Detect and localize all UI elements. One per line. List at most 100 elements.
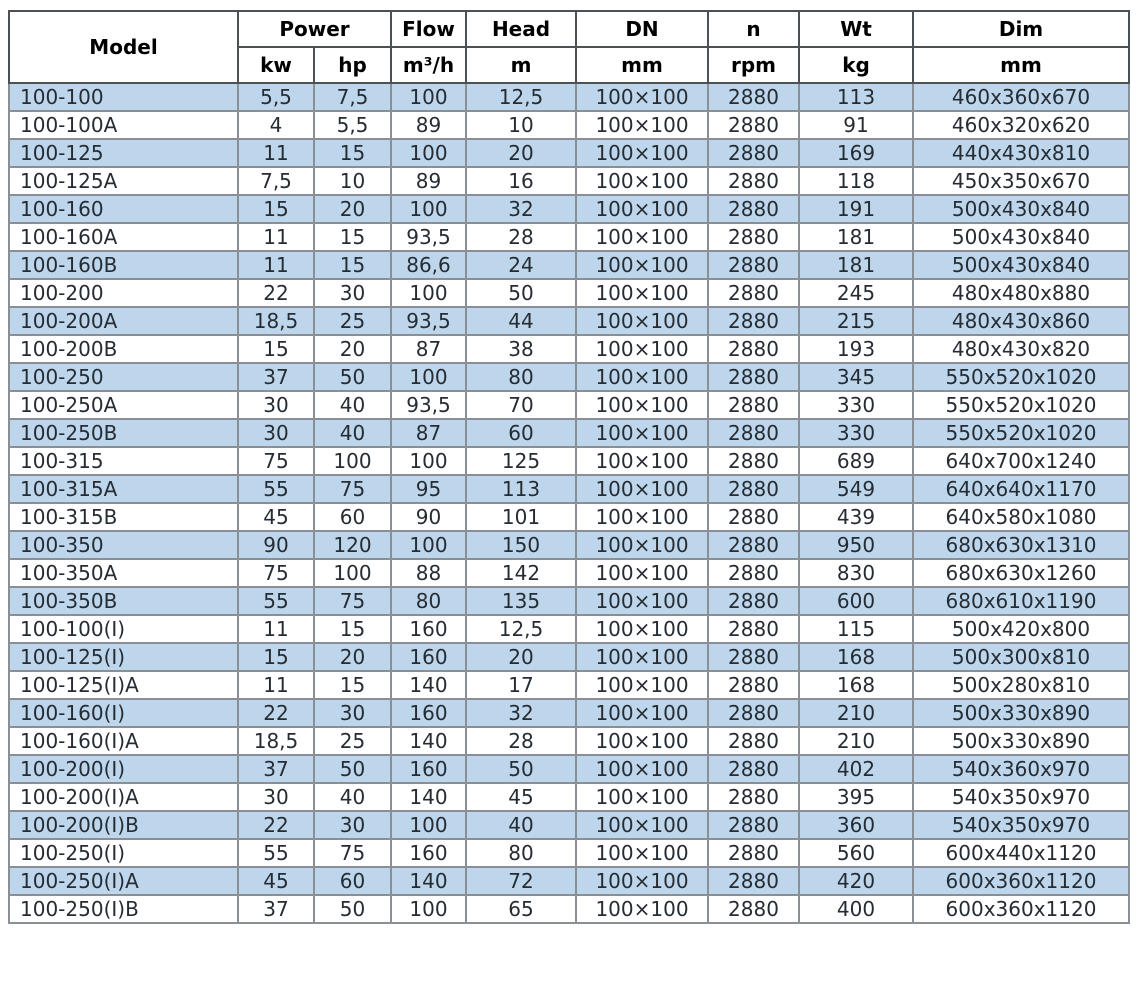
- cell-power-hp: 15: [313, 670, 392, 700]
- cell-dim: 550x520x1020: [912, 390, 1130, 420]
- cell-power-kw: 90: [237, 530, 315, 560]
- cell-flow: 100: [390, 362, 467, 392]
- cell-dn: 100×100: [575, 474, 709, 504]
- cell-dn: 100×100: [575, 810, 709, 840]
- cell-power-kw: 75: [237, 446, 315, 476]
- cell-dim: 680x630x1310: [912, 530, 1130, 560]
- cell-model: 100-350B: [8, 586, 239, 616]
- cell-wt: 360: [798, 810, 914, 840]
- cell-n: 2880: [707, 194, 800, 224]
- table-body: 100-100 5,5 7,5 100 12,5 100×100 2880 113 460x36…: [8, 82, 1130, 924]
- cell-n: 2880: [707, 474, 800, 504]
- cell-model: 100-250(I)B: [8, 894, 239, 924]
- cell-power-hp: 25: [313, 726, 392, 756]
- cell-wt: 395: [798, 782, 914, 812]
- cell-flow: 95: [390, 474, 467, 504]
- cell-dim: 450x350x670: [912, 166, 1130, 196]
- cell-power-kw: 22: [237, 698, 315, 728]
- cell-head: 44: [465, 306, 577, 336]
- cell-power-kw: 18,5: [237, 306, 315, 336]
- cell-n: 2880: [707, 390, 800, 420]
- header-row-groups: Model Power Flow Head DN n Wt Dim: [8, 10, 1130, 84]
- cell-power-hp: 100: [313, 558, 392, 588]
- cell-power-hp: 75: [313, 474, 392, 504]
- cell-dim: 550x520x1020: [912, 418, 1130, 448]
- cell-wt: 191: [798, 194, 914, 224]
- cell-power-hp: 30: [313, 698, 392, 728]
- cell-n: 2880: [707, 810, 800, 840]
- cell-flow: 90: [390, 502, 467, 532]
- table-row: 100-350A 75 100 88 142 100×100 2880 830 680x630x…: [8, 558, 1130, 588]
- table-row: 100-160(I)A 18,5 25 140 28 100×100 2880 210 500x…: [8, 726, 1130, 756]
- cell-flow: 140: [390, 782, 467, 812]
- cell-power-kw: 30: [237, 418, 315, 448]
- cell-n: 2880: [707, 670, 800, 700]
- table-row: 100-100 5,5 7,5 100 12,5 100×100 2880 113 460x36…: [8, 82, 1130, 112]
- cell-power-hp: 75: [313, 586, 392, 616]
- cell-flow: 100: [390, 894, 467, 924]
- cell-head: 70: [465, 390, 577, 420]
- cell-n: 2880: [707, 698, 800, 728]
- table-row: 100-315 75 100 100 125 100×100 2880 689 640x700x…: [8, 446, 1130, 476]
- cell-dim: 460x320x620: [912, 110, 1130, 140]
- cell-dim: 600x440x1120: [912, 838, 1130, 868]
- cell-power-kw: 11: [237, 670, 315, 700]
- cell-power-hp: 30: [313, 810, 392, 840]
- cell-model: 100-125: [8, 138, 239, 168]
- cell-flow: 140: [390, 726, 467, 756]
- cell-dn: 100×100: [575, 502, 709, 532]
- cell-model: 100-125(I)A: [8, 670, 239, 700]
- cell-model: 100-315: [8, 446, 239, 476]
- cell-head: 142: [465, 558, 577, 588]
- cell-power-hp: 50: [313, 894, 392, 924]
- cell-power-hp: 10: [313, 166, 392, 196]
- cell-power-kw: 75: [237, 558, 315, 588]
- cell-head: 80: [465, 838, 577, 868]
- cell-model: 100-350A: [8, 558, 239, 588]
- cell-wt: 181: [798, 250, 914, 280]
- cell-model: 100-200(I)B: [8, 810, 239, 840]
- cell-power-hp: 50: [313, 362, 392, 392]
- cell-wt: 689: [798, 446, 914, 476]
- cell-flow: 100: [390, 278, 467, 308]
- cell-n: 2880: [707, 558, 800, 588]
- table-row: 100-200(I) 37 50 160 50 100×100 2880 402 540x360…: [8, 754, 1130, 784]
- header-flow: Flow: [390, 10, 467, 48]
- cell-flow: 93,5: [390, 390, 467, 420]
- cell-dn: 100×100: [575, 614, 709, 644]
- cell-power-hp: 20: [313, 194, 392, 224]
- cell-power-hp: 15: [313, 138, 392, 168]
- table-row: 100-250(I)B 37 50 100 65 100×100 2880 400 600x36…: [8, 894, 1130, 924]
- cell-dn: 100×100: [575, 334, 709, 364]
- unit-wt: kg: [798, 46, 914, 84]
- cell-power-kw: 7,5: [237, 166, 315, 196]
- cell-power-hp: 5,5: [313, 110, 392, 140]
- cell-flow: 160: [390, 754, 467, 784]
- cell-head: 20: [465, 138, 577, 168]
- cell-wt: 115: [798, 614, 914, 644]
- cell-dim: 500x280x810: [912, 670, 1130, 700]
- cell-power-hp: 20: [313, 334, 392, 364]
- table-row: 100-315A 55 75 95 113 100×100 2880 549 640x640x1…: [8, 474, 1130, 504]
- cell-wt: 560: [798, 838, 914, 868]
- cell-dim: 550x520x1020: [912, 362, 1130, 392]
- cell-n: 2880: [707, 250, 800, 280]
- cell-power-kw: 30: [237, 782, 315, 812]
- cell-dn: 100×100: [575, 194, 709, 224]
- cell-head: 28: [465, 222, 577, 252]
- cell-model: 100-200(I)A: [8, 782, 239, 812]
- cell-n: 2880: [707, 754, 800, 784]
- cell-flow: 93,5: [390, 306, 467, 336]
- cell-dn: 100×100: [575, 390, 709, 420]
- cell-dn: 100×100: [575, 838, 709, 868]
- table-row: 100-200 22 30 100 50 100×100 2880 245 480x480x88…: [8, 278, 1130, 308]
- cell-flow: 100: [390, 810, 467, 840]
- table-row: 100-125(I) 15 20 160 20 100×100 2880 168 500x300…: [8, 642, 1130, 672]
- cell-wt: 345: [798, 362, 914, 392]
- cell-flow: 93,5: [390, 222, 467, 252]
- cell-model: 100-125(I): [8, 642, 239, 672]
- cell-dn: 100×100: [575, 138, 709, 168]
- cell-power-kw: 22: [237, 278, 315, 308]
- cell-head: 16: [465, 166, 577, 196]
- cell-dn: 100×100: [575, 278, 709, 308]
